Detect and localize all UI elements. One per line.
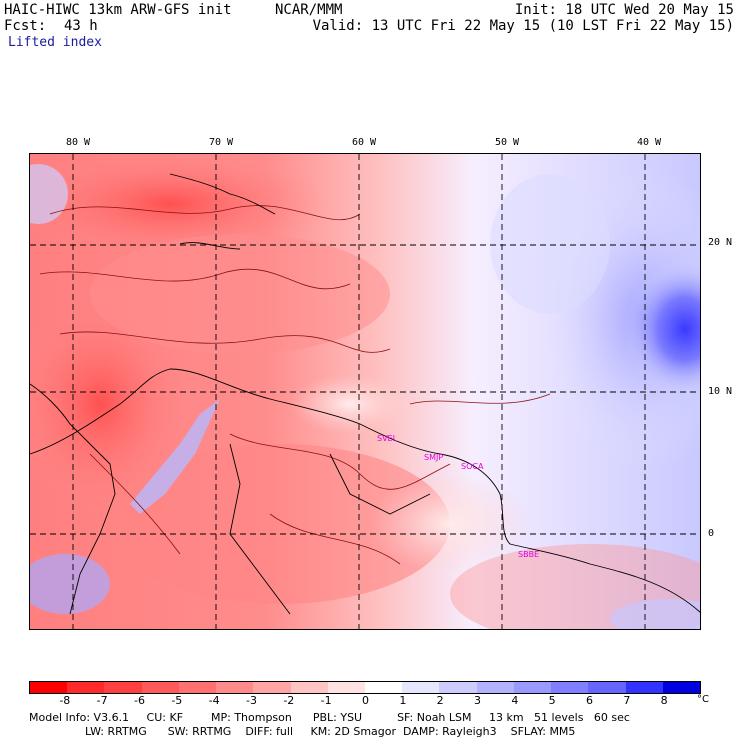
colorbar-label: 5 — [548, 694, 556, 707]
lon-label-60w: 60 W — [352, 137, 377, 148]
colorbar-label: 4 — [511, 694, 519, 707]
org-label: NCAR/MMM — [275, 2, 343, 18]
init-time: Init: 18 UTC Wed 20 May 15 — [514, 2, 734, 18]
stable-andes-strip — [130, 399, 220, 514]
lon-label-70w: 70 W — [209, 137, 234, 148]
colorbar-label: 8 — [660, 694, 668, 707]
lon-label-40w: 40 W — [637, 137, 662, 148]
station-soca: SOCA — [461, 462, 484, 471]
forecast-hour: 43 h — [64, 18, 98, 34]
colorbar-swatch — [439, 682, 477, 693]
colorbar — [29, 681, 701, 694]
unstable-central-america — [30, 294, 190, 514]
station-labels: SVEL SMJP SOCA SBBE — [377, 434, 539, 559]
colorbar-swatch — [30, 682, 68, 693]
lon-label-50w: 50 W — [495, 137, 520, 148]
colorbar-swatch — [178, 682, 217, 693]
station-svel: SVEL — [377, 434, 398, 443]
colorbar-label: 7 — [623, 694, 631, 707]
lat-label-eq: 0 — [708, 528, 715, 539]
colorbar-label: 6 — [586, 694, 593, 707]
colorbar-label: -3 — [246, 694, 257, 707]
colorbar-swatch — [662, 682, 700, 693]
colorbar-swatch — [588, 682, 626, 693]
neutral-guiana — [370, 474, 530, 574]
colorbar-swatch — [402, 682, 440, 693]
coastlines — [30, 173, 700, 615]
colorbar-swatch — [67, 682, 105, 693]
colorbar-label: -5 — [171, 694, 183, 707]
colorbar-swatch — [476, 682, 514, 693]
lat-label-10n: 10 N — [708, 386, 733, 397]
colorbar-swatch — [290, 682, 328, 693]
colorbar-label: -2 — [283, 694, 295, 707]
field-name: Lifted index — [8, 35, 102, 50]
contour-lines — [39, 205, 551, 565]
colorbar-label: 3 — [474, 694, 481, 707]
colorbar-swatch — [104, 682, 142, 693]
lat-label-20n: 20 N — [708, 237, 733, 248]
stable-atlantic-core — [625, 259, 700, 399]
unstable-amazon — [110, 444, 450, 604]
map-canvas: SVEL SMJP SOCA SBBE — [30, 154, 700, 629]
colorbar-label: -6 — [134, 694, 145, 707]
colorbar-unit: °C — [697, 694, 709, 705]
unstable-caribbean-sea — [90, 234, 390, 354]
colorbar-swatch — [327, 682, 365, 693]
colorbar-label: -4 — [208, 694, 220, 707]
stable-atlantic-north — [490, 174, 610, 314]
colorbar-label: 1 — [399, 694, 407, 707]
colorbar-swatch — [253, 682, 291, 693]
colorbar-label: -8 — [59, 694, 71, 707]
valid-time: Valid: 13 UTC Fri 22 May 15 (10 LST Fri … — [312, 18, 734, 34]
colorbar-swatch — [551, 682, 589, 693]
colorbar-label: 0 — [362, 694, 369, 707]
lifted-index-map: SVEL SMJP SOCA SBBE — [29, 153, 701, 630]
stable-southeast — [610, 599, 700, 629]
model-info-line-2: LW: RRTMG SW: RRTMG DIFF: full KM: 2D Sm… — [29, 725, 576, 738]
forecast-label: Fcst: — [4, 18, 47, 34]
colorbar-swatch — [513, 682, 552, 693]
stable-gulf — [30, 164, 68, 224]
graticule — [30, 154, 700, 629]
station-smjp: SMJP — [424, 453, 443, 462]
colorbar-label: 2 — [436, 694, 444, 707]
model-info-line-1: Model Info: V3.6.1 CU: KF MP: Thompson P… — [29, 711, 630, 724]
colorbar-label: -1 — [320, 694, 332, 707]
colorbar-swatch — [625, 682, 663, 693]
lon-label-80w: 80 W — [66, 137, 91, 148]
colorbar-label: -7 — [96, 694, 108, 707]
colorbar-swatch — [141, 682, 179, 693]
colorbar-swatch — [364, 682, 403, 693]
colorbar-swatch — [216, 682, 254, 693]
stable-pacific-sw — [30, 554, 110, 614]
station-sbbe: SBBE — [518, 550, 539, 559]
neutral-venezuela — [290, 374, 410, 434]
model-title: HAIC-HIWC 13km ARW-GFS init — [4, 2, 232, 18]
unstable-caribbean-north — [30, 154, 330, 259]
